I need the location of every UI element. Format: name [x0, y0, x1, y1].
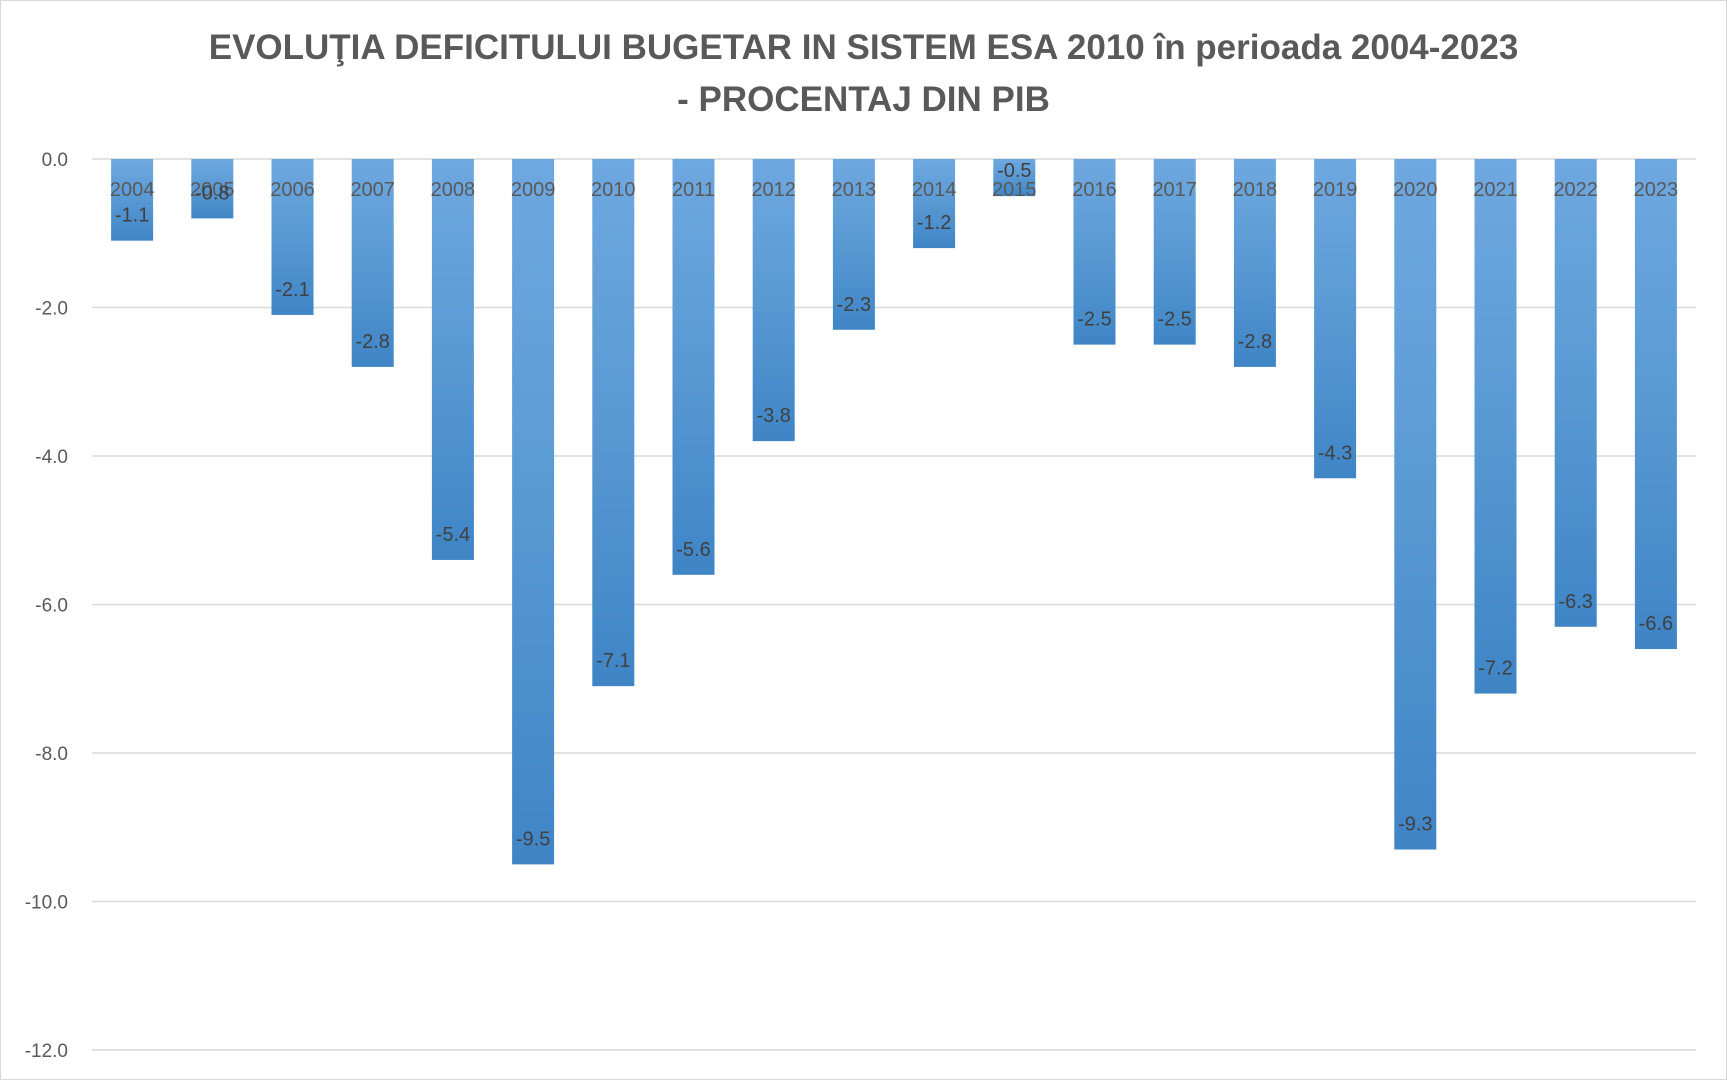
- x-category-label: 2011: [672, 179, 715, 201]
- bar: [1314, 159, 1357, 479]
- data-label: -7.1: [596, 650, 630, 672]
- bar: [1233, 159, 1276, 367]
- data-label: -2.3: [837, 294, 871, 316]
- data-label: -9.5: [516, 828, 550, 850]
- x-category-label: 2018: [1233, 179, 1278, 201]
- y-tick-label: -4.0: [35, 447, 68, 468]
- chart-title-line-1: EVOLUŢIA DEFICITULUI BUGETAR IN SISTEM E…: [208, 28, 1519, 67]
- x-category-label: 2007: [350, 179, 395, 201]
- chart-title: EVOLUŢIA DEFICITULUI BUGETAR IN SISTEM E…: [0, 22, 1727, 126]
- data-label: -2.8: [1238, 331, 1272, 353]
- data-label: -4.3: [1318, 442, 1352, 464]
- bar: [111, 159, 154, 241]
- bar: [191, 159, 234, 219]
- data-label: -7.2: [1478, 658, 1512, 680]
- bar: [1474, 159, 1517, 694]
- x-category-label: 2021: [1473, 179, 1518, 201]
- data-label: -3.8: [756, 405, 790, 427]
- data-label: -2.8: [355, 331, 389, 353]
- data-label: -6.6: [1639, 613, 1673, 635]
- data-label: -2.5: [1157, 309, 1191, 331]
- x-category-label: 2016: [1072, 179, 1117, 201]
- bars: [111, 159, 1677, 865]
- chart-title-line-2: - PROCENTAJ DIN PIB: [677, 80, 1050, 119]
- x-category-label: 2015: [992, 179, 1037, 201]
- bar: [672, 159, 715, 575]
- x-category-label: 2023: [1634, 179, 1679, 201]
- bar: [351, 159, 394, 367]
- bar: [1073, 159, 1116, 345]
- data-label: -9.3: [1398, 814, 1432, 836]
- x-category-label: 2022: [1553, 179, 1598, 201]
- x-category-label: 2017: [1152, 179, 1197, 201]
- data-label: -5.4: [436, 524, 470, 546]
- gridlines: [92, 158, 1696, 1051]
- x-category-label: 2020: [1393, 179, 1438, 201]
- y-tick-label: -2.0: [35, 299, 68, 320]
- bar: [431, 159, 474, 560]
- x-category-label: 2005: [190, 179, 235, 201]
- y-axis: 0.0 -2.0 -4.0 -6.0 -8.0 -10.0 -12.0: [25, 150, 68, 1062]
- x-axis-categories: 2004 2005 2006 2007 2008 2009 2010 2011 2012 2013…: [110, 179, 1678, 201]
- bar: [512, 159, 555, 865]
- data-label: -5.6: [676, 539, 710, 561]
- y-tick-label: -10.0: [25, 893, 68, 914]
- x-category-label: 2013: [832, 179, 877, 201]
- data-label: -0.5: [997, 160, 1031, 182]
- bar: [1153, 159, 1196, 345]
- x-category-label: 2009: [511, 179, 556, 201]
- bar: [752, 159, 795, 442]
- x-category-label: 2010: [591, 179, 636, 201]
- y-tick-label: -8.0: [35, 744, 68, 765]
- data-label: -2.5: [1077, 309, 1111, 331]
- bar: [832, 159, 875, 330]
- y-tick-label: -12.0: [25, 1041, 68, 1062]
- bar: [1554, 159, 1597, 627]
- data-labels: -1.1 -0.8 -2.1 -2.8 -5.4 -9.5 -7.1 -5.6 -3.8 -2.3…: [115, 160, 1673, 850]
- bar: [592, 159, 635, 687]
- bar: [913, 159, 956, 249]
- data-label: -1.2: [917, 212, 951, 234]
- x-category-label: 2014: [912, 179, 957, 201]
- y-tick-label: -6.0: [35, 596, 68, 617]
- bar: [271, 159, 314, 315]
- x-category-label: 2006: [270, 179, 315, 201]
- bar: [1394, 159, 1437, 850]
- data-label: -6.3: [1558, 591, 1592, 613]
- x-category-label: 2008: [431, 179, 476, 201]
- data-label: -0.8: [195, 182, 229, 204]
- bar: [1634, 159, 1677, 650]
- x-category-label: 2004: [110, 179, 155, 201]
- data-label: -1.1: [115, 205, 149, 227]
- bar: [993, 159, 1036, 197]
- x-category-label: 2019: [1313, 179, 1358, 201]
- x-category-label: 2012: [751, 179, 796, 201]
- data-label: -2.1: [275, 279, 309, 301]
- y-tick-label: 0.0: [42, 150, 68, 171]
